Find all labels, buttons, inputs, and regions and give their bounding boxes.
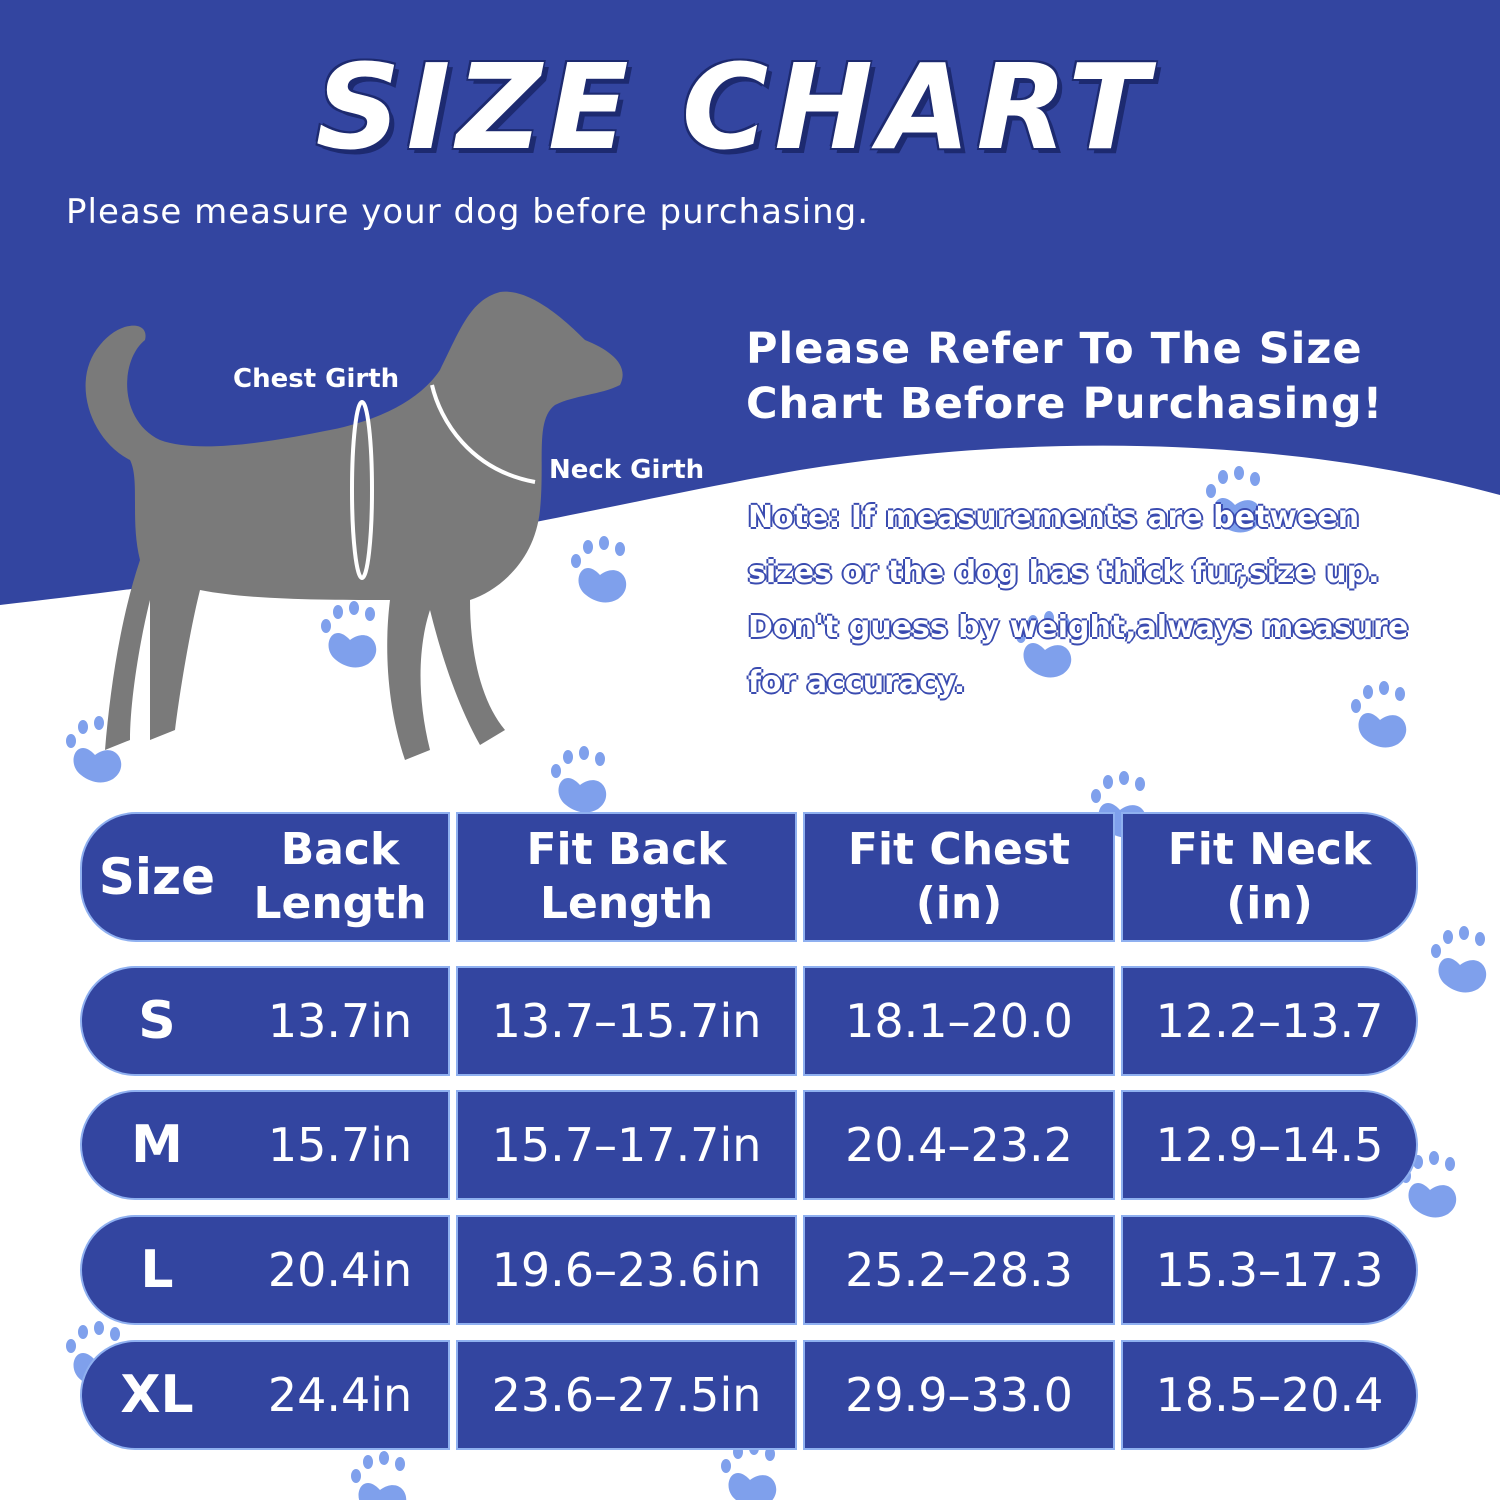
heading-line: Please Refer To The Size bbox=[746, 324, 1363, 374]
back-length-cell: 13.7in bbox=[267, 994, 413, 1048]
neck-girth-label: Neck Girth bbox=[549, 455, 705, 485]
cell: 18.1–20.0 bbox=[803, 966, 1115, 1076]
cell: 20.4–23.2 bbox=[803, 1090, 1115, 1200]
note-line: sizes or the dog has thick fur,size up. bbox=[748, 555, 1380, 590]
back-length-cell: 20.4in bbox=[267, 1243, 413, 1297]
table-row: XL 24.4in 23.6–27.5in 29.9–33.0 18.5–20.4 bbox=[80, 1340, 1418, 1450]
chest-girth-label: Chest Girth bbox=[233, 364, 400, 394]
cell: M 15.7in bbox=[80, 1090, 450, 1200]
note-line: Don't guess by weight,always measure bbox=[748, 610, 1409, 645]
cell: 19.6–23.6in bbox=[456, 1215, 797, 1325]
cell: 13.7–15.7in bbox=[456, 966, 797, 1076]
table-row: S 13.7in 13.7–15.7in 18.1–20.0 12.2–13.7 bbox=[80, 966, 1418, 1076]
callout-note: Note: If measurements are between sizes o… bbox=[748, 490, 1408, 710]
cell: XL 24.4in bbox=[80, 1340, 450, 1450]
cell: 12.9–14.5 bbox=[1121, 1090, 1418, 1200]
cell: S 13.7in bbox=[80, 966, 450, 1076]
cell: Size Back Length bbox=[80, 812, 450, 942]
subtitle: Please measure your dog before purchasin… bbox=[66, 192, 870, 232]
back-length-cell: 24.4in bbox=[267, 1368, 413, 1422]
size-cell: Size bbox=[98, 848, 216, 906]
cell: 25.2–28.3 bbox=[803, 1215, 1115, 1325]
cell: L 20.4in bbox=[80, 1215, 450, 1325]
cell: 23.6–27.5in bbox=[456, 1340, 797, 1450]
table-header: Size Back Length Fit Back Length Fit Chest … bbox=[80, 812, 1418, 942]
title: SIZE CHART bbox=[315, 38, 1155, 176]
size-cell: XL bbox=[120, 1365, 194, 1425]
heading-line: Chart Before Purchasing! bbox=[746, 379, 1384, 429]
cell: Fit Chest (in) bbox=[803, 812, 1115, 942]
cell: 15.3–17.3 bbox=[1121, 1215, 1418, 1325]
cell: 18.5–20.4 bbox=[1121, 1340, 1418, 1450]
size-cell: M bbox=[131, 1115, 183, 1175]
back-length-cell: 15.7in bbox=[267, 1118, 413, 1172]
cell: 12.2–13.7 bbox=[1121, 966, 1418, 1076]
cell: Fit Neck (in) bbox=[1121, 812, 1418, 942]
table-row: M 15.7in 15.7–17.7in 20.4–23.2 12.9–14.5 bbox=[80, 1090, 1418, 1200]
back-length-cell: Back Length bbox=[253, 824, 427, 929]
table-row: L 20.4in 19.6–23.6in 25.2–28.3 15.3–17.3 bbox=[80, 1215, 1418, 1325]
note-line: Note: If measurements are between bbox=[748, 500, 1360, 535]
size-cell: L bbox=[140, 1240, 174, 1300]
chest-girth-line bbox=[350, 400, 374, 580]
cell: 29.9–33.0 bbox=[803, 1340, 1115, 1450]
size-cell: S bbox=[138, 991, 176, 1051]
cell: 15.7–17.7in bbox=[456, 1090, 797, 1200]
note-line: for accuracy. bbox=[748, 665, 966, 700]
cell: Fit Back Length bbox=[456, 812, 797, 942]
callout-heading: Please Refer To The Size Chart Before Pur… bbox=[746, 322, 1383, 432]
neck-girth-line bbox=[430, 384, 536, 484]
